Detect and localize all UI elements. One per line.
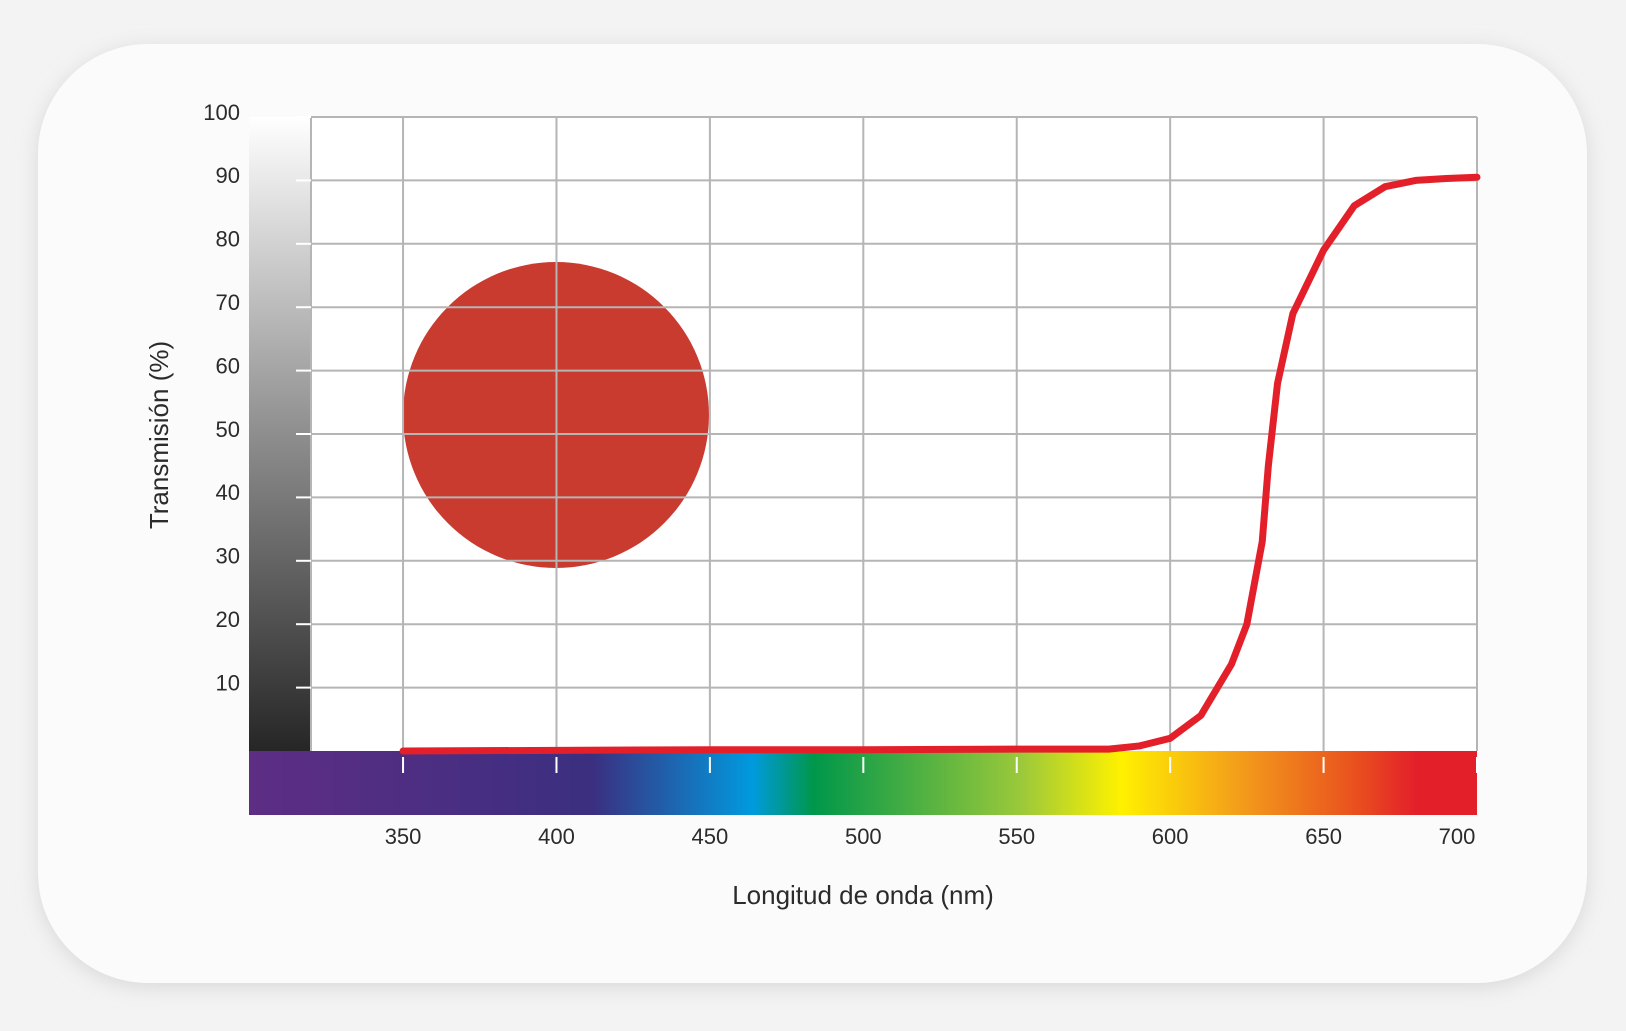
y-tick-label: 90 xyxy=(216,163,240,188)
y-tick-label: 60 xyxy=(216,353,240,378)
x-tick-label: 700 xyxy=(1439,824,1476,849)
x-axis-label: Longitud de onda (nm) xyxy=(732,880,994,910)
x-tick-label: 450 xyxy=(692,824,729,849)
x-tick-label: 550 xyxy=(998,824,1035,849)
y-tick-label: 40 xyxy=(216,480,240,505)
y-tick-label: 70 xyxy=(216,290,240,315)
x-tick-label: 500 xyxy=(845,824,882,849)
y-tick-label: 80 xyxy=(216,227,240,252)
y-tick-label: 10 xyxy=(216,670,240,695)
x-tick-label: 400 xyxy=(538,824,575,849)
y-axis-label: Transmisión (%) xyxy=(144,341,174,529)
data-line xyxy=(399,173,1481,755)
x-tick-label: 650 xyxy=(1305,824,1342,849)
y-tick-label: 50 xyxy=(216,417,240,442)
y-tick-label: 20 xyxy=(216,607,240,632)
marks xyxy=(399,173,1481,755)
x-tick-label: 600 xyxy=(1152,824,1189,849)
y-tick-label: 30 xyxy=(216,544,240,569)
x-tick-label: 350 xyxy=(385,824,422,849)
y-tick-label: 100 xyxy=(203,100,240,125)
